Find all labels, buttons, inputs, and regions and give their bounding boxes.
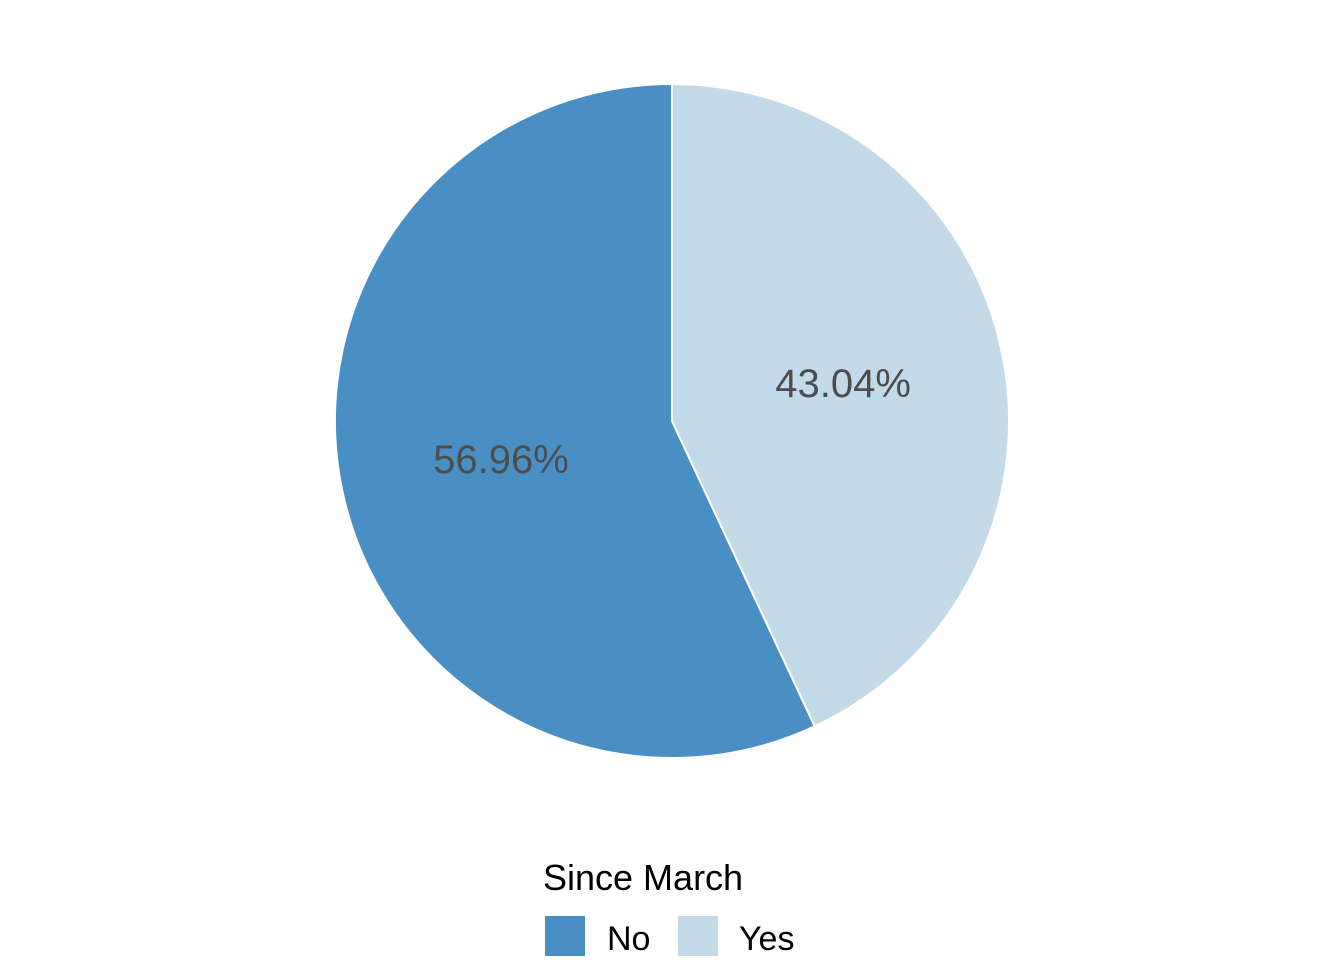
legend: Since March No Yes <box>543 857 794 958</box>
legend-key-no <box>545 916 585 956</box>
legend-label-yes: Yes <box>739 920 794 958</box>
pie-slice-no <box>334 82 817 759</box>
pie-plot <box>334 82 1010 759</box>
pie-slice-yes <box>671 82 1010 728</box>
legend-key-yes <box>678 916 718 956</box>
slice-label-yes: 43.04% <box>775 362 911 406</box>
legend-title: Since March <box>543 857 743 898</box>
legend-label-no: No <box>607 920 650 958</box>
slice-labels: 56.96% 43.04% <box>433 362 911 482</box>
slice-label-no: 56.96% <box>433 438 569 482</box>
